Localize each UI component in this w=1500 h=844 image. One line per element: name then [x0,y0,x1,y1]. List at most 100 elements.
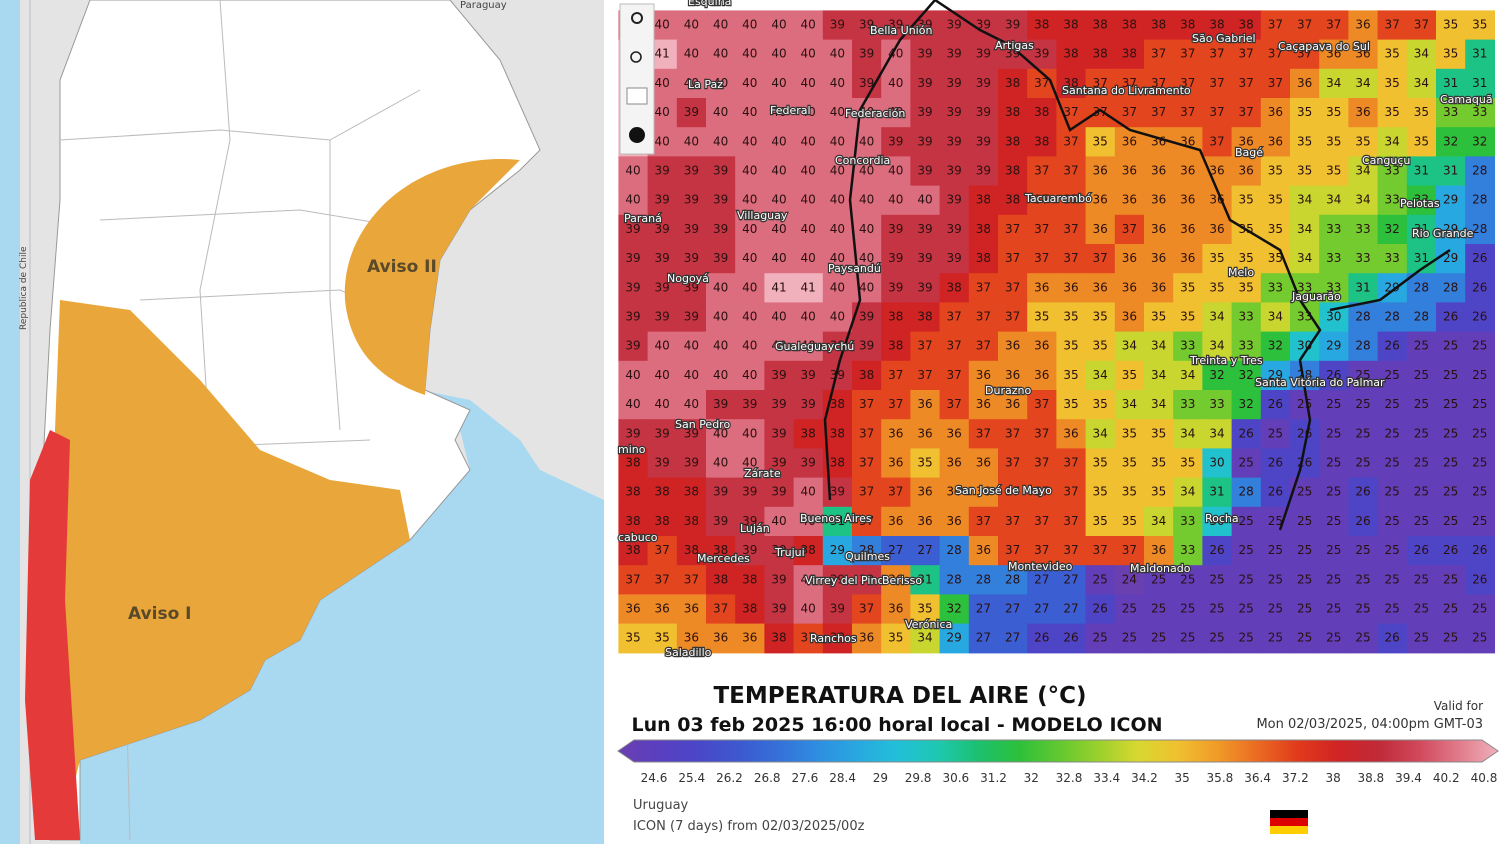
heat-cell [881,331,911,362]
temperature-value: 38 [801,426,816,440]
temperature-value: 33 [1385,251,1400,265]
heat-cell [1114,156,1145,187]
temperature-value: 36 [1122,310,1137,324]
heat-cell [968,360,999,391]
heat-cell [968,214,999,245]
temperature-value: 36 [1034,339,1049,353]
temperature-value: 36 [1209,164,1224,178]
temperature-value: 31 [1443,76,1458,90]
heat-cell [822,536,853,566]
point-button[interactable] [629,127,645,143]
temperature-value: 25 [1239,602,1254,616]
heat-cell [1290,39,1320,70]
city: Maldonado [1130,562,1191,575]
temperature-value: 25 [1355,426,1370,440]
temperature-value: 37 [947,368,962,382]
temperature-value: 36 [1122,193,1137,207]
temperature-value: 32 [1385,222,1400,236]
heat-cell [1436,302,1466,333]
heat-cell [998,98,1028,128]
zoom-button[interactable] [630,51,642,63]
layer-button[interactable] [626,87,648,105]
temperature-value: 36 [1122,164,1137,178]
heat-cell [793,185,824,216]
temperature-value: 36 [1122,134,1137,148]
heat-cell [764,214,795,245]
temperature-value: 35 [1239,280,1254,294]
heat-cell [1260,594,1291,625]
temperature-value: 37 [976,514,991,528]
heat-cell [998,185,1028,216]
heat-cell [1377,594,1408,625]
city: Rio Grande [1412,227,1474,240]
aviso-i-zone [55,300,410,840]
heat-cell [735,390,765,420]
heat-cell [1144,302,1174,333]
temperature-value: 35 [1093,456,1108,470]
heat-cell [1027,273,1057,303]
heat-cell [618,244,649,274]
temperature-value: 34 [1297,193,1312,207]
heat-cell [1231,448,1262,479]
heat-cell [1173,214,1203,245]
temperature-value: 37 [888,368,903,382]
temperature-value: 28 [1005,572,1020,586]
heat-cell [822,419,853,449]
temperature-value: 25 [1472,456,1487,470]
heat-cell [676,477,707,508]
heat-cell [1406,419,1437,449]
heat-cell [998,214,1028,245]
city: Durazno [985,384,1031,397]
temperature-value: 36 [1326,47,1341,61]
heat-cell [822,506,853,537]
heat-cell [1465,536,1495,566]
heat-cell [1348,477,1379,508]
city: Camaquã [1440,93,1493,106]
temperature-value: 27 [1063,572,1078,586]
heat-cell [676,273,707,303]
heat-cell [793,448,824,479]
temperature-value: 26 [1093,602,1108,616]
heat-cell [1406,390,1437,420]
temperature-value: 40 [830,134,845,148]
heat-cell [706,68,736,99]
heat-cell [998,331,1028,362]
temperature-value: 35 [1414,105,1429,119]
temperature-value: 40 [625,397,640,411]
temperature-value: 35 [1297,134,1312,148]
heat-cell [764,594,795,625]
temperature-value: 28 [1355,339,1370,353]
temperature-value: 39 [947,105,962,119]
temperature-value: 40 [742,164,757,178]
temperature-value: 37 [1122,222,1137,236]
heat-cell [1085,448,1116,479]
locate-button[interactable] [631,12,643,24]
heat-cell [939,185,970,216]
temperature-value: 40 [655,368,670,382]
temperature-value: 37 [1180,76,1195,90]
city: Bagé [1235,146,1263,159]
temperature-value: 25 [1355,368,1370,382]
heat-cell [1348,98,1379,128]
temperature-value: 38 [625,543,640,557]
heat-cell [1260,127,1291,157]
heat-cell [1056,565,1087,595]
heat-cell [647,536,678,566]
heat-cell [764,39,795,70]
heat-cell [1348,244,1379,274]
heat-cell [968,536,999,566]
temperature-value: 39 [947,164,962,178]
heat-cell [852,594,882,625]
temperature-value: 36 [1239,134,1254,148]
temperature-value: 39 [713,514,728,528]
temperature-value: 35 [1268,164,1283,178]
heat-cell [1027,10,1057,41]
temperature-value: 40 [684,339,699,353]
legend-tick-label: 31.2 [980,771,1007,785]
heat-cell [968,156,999,187]
temperature-value: 25 [1355,631,1370,645]
temperature-value: 40 [830,251,845,265]
temperature-value: 34 [1268,310,1283,324]
temperature-value: 35 [1268,193,1283,207]
heat-cell [852,536,882,566]
